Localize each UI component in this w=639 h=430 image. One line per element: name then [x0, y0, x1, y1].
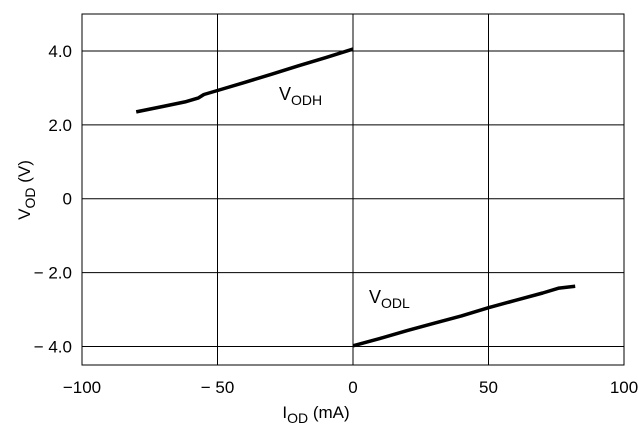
- x-axis-label: IOD (mA): [282, 403, 349, 426]
- x-tick-label: 50: [479, 378, 498, 397]
- y-axis-label: VOD (V): [15, 160, 38, 220]
- y-tick-label: − 4.0: [34, 338, 72, 357]
- series-group: [135, 47, 576, 348]
- y-tick-label: − 2.0: [34, 264, 72, 283]
- y-tick-labels: 4.0 2.0 0 − 2.0 − 4.0: [34, 42, 72, 357]
- grid: [82, 14, 624, 365]
- series-label-vodh: VODH: [279, 84, 322, 108]
- x-tick-label: − 50: [201, 378, 235, 397]
- plot-frame: [81, 13, 625, 366]
- series-label-vodl: VODL: [369, 287, 410, 311]
- y-tick-label: 2.0: [48, 116, 72, 135]
- series-line-vodl: [352, 284, 576, 348]
- x-tick-label: −100: [63, 378, 101, 397]
- x-tick-labels: −100 − 50 0 50 100: [63, 378, 638, 397]
- y-tick-label: 4.0: [48, 42, 72, 61]
- x-tick-label: 0: [348, 378, 357, 397]
- series-line-vodh: [135, 47, 354, 114]
- y-tick-label: 0: [63, 190, 72, 209]
- x-tick-label: 100: [610, 378, 638, 397]
